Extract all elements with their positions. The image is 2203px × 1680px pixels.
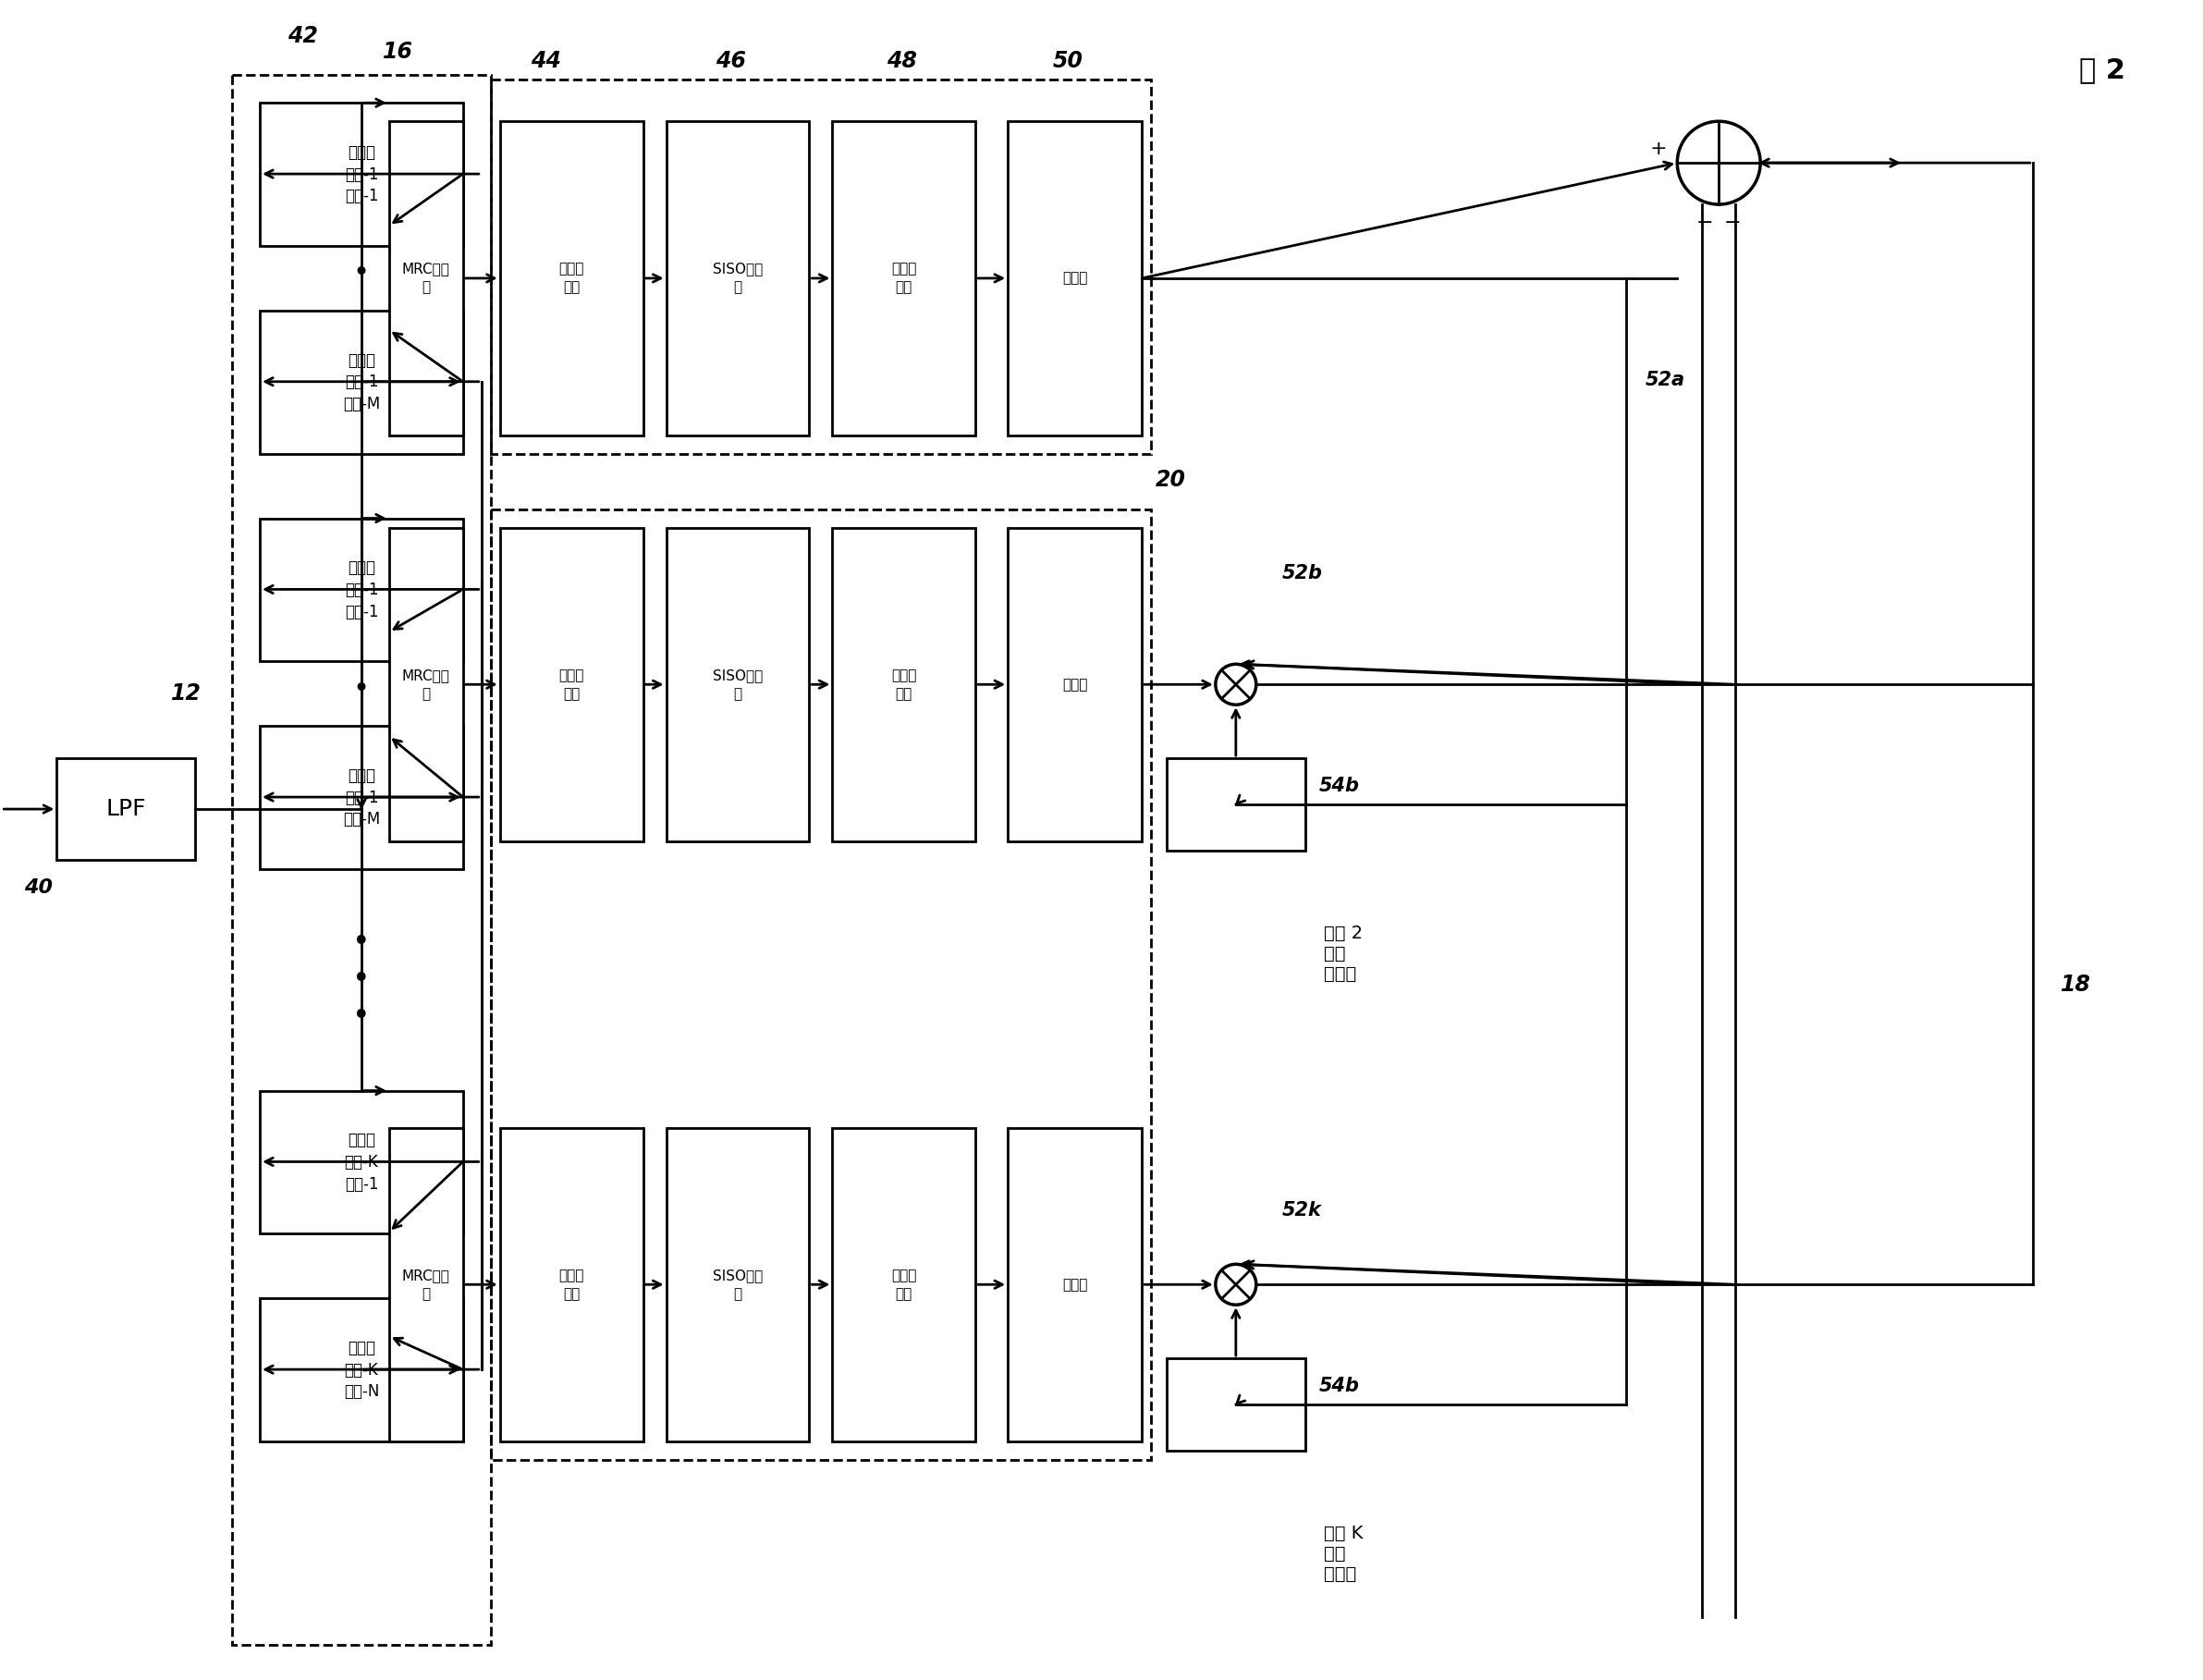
Text: 相关器
用户-1
叉指-1: 相关器 用户-1 叉指-1 [344, 559, 379, 620]
Bar [833, 528, 976, 842]
Text: 20: 20 [1157, 469, 1185, 491]
Bar [260, 1090, 463, 1233]
Text: +: + [1650, 139, 1668, 158]
Text: 叠加合
并器: 叠加合 并器 [892, 262, 916, 294]
Text: 叠加发
送器: 叠加发 送器 [560, 1268, 584, 1300]
Text: 叠加发
送器: 叠加发 送器 [560, 669, 584, 701]
Bar [260, 726, 463, 869]
Text: 52b: 52b [1282, 564, 1322, 583]
Text: 用户 2
信号
再生器: 用户 2 信号 再生器 [1324, 924, 1361, 983]
Text: 图 2: 图 2 [2080, 57, 2126, 84]
Text: 54b: 54b [1320, 1378, 1359, 1396]
Bar [500, 121, 643, 435]
Text: •: • [352, 675, 370, 702]
Text: 用户 K
信号
再生器: 用户 K 信号 再生器 [1324, 1524, 1364, 1583]
Bar [1168, 758, 1304, 850]
Text: 相关器
用户-K
叉指-1: 相关器 用户-K 叉指-1 [344, 1132, 379, 1193]
Bar [390, 1127, 463, 1441]
Text: •: • [352, 964, 370, 995]
Bar [1168, 1359, 1304, 1452]
Text: 48: 48 [886, 50, 916, 72]
Bar [260, 311, 463, 454]
Text: SISO识别
器: SISO识别 器 [712, 1268, 762, 1300]
Text: •: • [352, 1001, 370, 1032]
Bar [665, 1127, 809, 1441]
Text: MRC合并
器: MRC合并 器 [403, 1268, 449, 1300]
Bar [665, 528, 809, 842]
Bar [260, 517, 463, 662]
Text: 次滤器: 次滤器 [1062, 1277, 1088, 1292]
Text: LPF: LPF [106, 798, 145, 820]
Bar [500, 1127, 643, 1441]
Text: 42: 42 [289, 25, 317, 47]
Bar [491, 79, 1150, 454]
Bar [833, 121, 976, 435]
Bar [665, 121, 809, 435]
Text: 叠加合
并器: 叠加合 并器 [892, 1268, 916, 1300]
Text: 52k: 52k [1282, 1201, 1322, 1220]
Text: 相关器
用户-1
叉捗-M: 相关器 用户-1 叉捗-M [344, 351, 379, 412]
Text: •: • [352, 927, 370, 958]
Bar [1007, 121, 1141, 435]
Text: 相关器
用户-1
叉捗-M: 相关器 用户-1 叉捗-M [344, 768, 379, 828]
Bar [491, 509, 1150, 1460]
Bar [390, 528, 463, 842]
Bar [231, 76, 491, 1645]
Text: 次滤器: 次滤器 [1062, 677, 1088, 692]
Text: 叠加发
送器: 叠加发 送器 [560, 262, 584, 294]
Text: 50: 50 [1053, 50, 1084, 72]
Text: 46: 46 [716, 50, 747, 72]
Text: 叠加合
并器: 叠加合 并器 [892, 669, 916, 701]
Text: MRC合并
器: MRC合并 器 [403, 669, 449, 701]
Text: 相关器
用户-1
叉指-1: 相关器 用户-1 叉指-1 [344, 144, 379, 205]
Text: 40: 40 [24, 879, 53, 897]
Text: MRC合并
器: MRC合并 器 [403, 262, 449, 294]
Bar [1007, 1127, 1141, 1441]
Text: 54b: 54b [1320, 776, 1359, 795]
Text: SISO识别
器: SISO识别 器 [712, 262, 762, 294]
Text: −: − [1725, 213, 1740, 232]
Text: 12: 12 [170, 682, 200, 706]
Text: •: • [352, 260, 370, 287]
Bar [390, 121, 463, 435]
Bar [833, 1127, 976, 1441]
Bar [57, 758, 196, 860]
Bar [500, 528, 643, 842]
Text: 44: 44 [531, 50, 562, 72]
Bar [260, 102, 463, 245]
Bar [260, 1299, 463, 1441]
Text: 次滤器: 次滤器 [1062, 270, 1088, 286]
Text: 相关器
用户-K
叉指-N: 相关器 用户-K 叉指-N [344, 1339, 379, 1399]
Text: 52a: 52a [1646, 371, 1685, 390]
Text: 16: 16 [383, 40, 414, 64]
Text: SISO识别
器: SISO识别 器 [712, 669, 762, 701]
Text: 18: 18 [2060, 973, 2091, 996]
Bar [1007, 528, 1141, 842]
Text: −: − [1696, 213, 1714, 232]
